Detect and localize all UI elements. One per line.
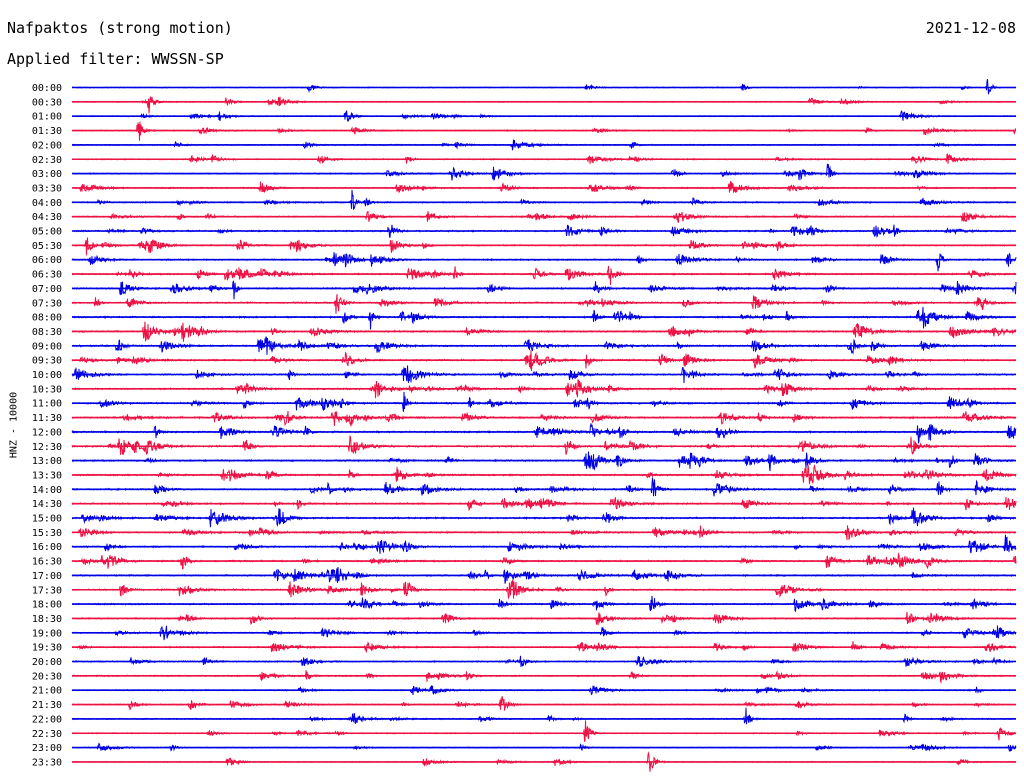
time-tick-label: 17:00	[32, 571, 62, 582]
time-tick-label: 04:00	[32, 198, 62, 209]
seismogram-trace	[71, 189, 1017, 210]
time-tick-label: 11:00	[32, 399, 62, 410]
time-tick-label: 06:00	[32, 255, 62, 266]
time-tick-label: 05:00	[32, 227, 62, 238]
time-tick-label: 18:00	[32, 600, 62, 611]
time-tick-label: 03:00	[32, 169, 62, 180]
seismogram-trace	[71, 280, 1017, 300]
time-tick-label: 08:00	[32, 313, 62, 324]
seismogram-trace	[71, 411, 1017, 427]
y-axis-label: HNZ - 10000	[8, 391, 20, 459]
time-tick-label: 05:30	[32, 241, 62, 252]
seismogram-trace	[71, 534, 1017, 554]
seismogram-trace	[71, 294, 1017, 314]
time-tick-label: 13:00	[32, 456, 62, 467]
seismogram-trace	[71, 707, 1017, 725]
date-label: 2021-12-08	[925, 19, 1016, 37]
time-tick-label: 01:00	[32, 112, 62, 123]
time-tick-label: 18:30	[32, 614, 62, 625]
time-tick-label: 16:30	[32, 557, 62, 568]
filter-label: Applied filter: WWSSN-SP	[7, 50, 224, 68]
time-tick-label: 00:00	[32, 83, 62, 94]
seismogram-trace	[71, 252, 1017, 272]
seismogram-trace	[71, 477, 1017, 497]
time-tick-label: 16:00	[32, 542, 62, 553]
seismogram-trace	[71, 96, 1017, 114]
time-tick-label: 12:30	[32, 442, 62, 453]
seismogram-trace	[71, 306, 1017, 330]
time-tick-label: 22:00	[32, 714, 62, 725]
seismogram-trace	[71, 163, 1017, 181]
time-tick-label: 09:30	[32, 356, 62, 367]
time-tick-label: 20:00	[32, 657, 62, 668]
time-tick-label: 21:30	[32, 700, 62, 711]
time-tick-label: 11:30	[32, 413, 62, 424]
time-tick-label: 23:00	[32, 743, 62, 754]
seismogram-trace	[71, 237, 1017, 256]
time-tick-label: 04:30	[32, 212, 62, 223]
time-tick-label: 14:30	[32, 499, 62, 510]
time-tick-label: 09:00	[32, 341, 62, 352]
time-tick-label: 06:30	[32, 270, 62, 281]
seismogram-trace	[71, 265, 1017, 285]
time-tick-label: 02:00	[32, 140, 62, 151]
time-tick-label: 15:00	[32, 514, 62, 525]
time-tick-label: 01:30	[32, 126, 62, 137]
time-tick-label: 07:30	[32, 298, 62, 309]
time-tick-label: 19:30	[32, 643, 62, 654]
time-tick-label: 03:30	[32, 183, 62, 194]
time-tick-label: 12:00	[32, 427, 62, 438]
time-tick-label: 13:30	[32, 470, 62, 481]
time-tick-label: 00:30	[32, 97, 62, 108]
seismogram-trace	[71, 720, 1017, 743]
time-tick-label: 15:30	[32, 528, 62, 539]
time-tick-label: 21:00	[32, 686, 62, 697]
time-tick-label: 14:00	[32, 485, 62, 496]
seismogram-trace	[71, 696, 1017, 711]
time-tick-label: 19:00	[32, 628, 62, 639]
time-tick-label: 07:00	[32, 284, 62, 295]
time-tick-label: 10:30	[32, 384, 62, 395]
time-tick-label: 20:30	[32, 671, 62, 682]
time-tick-label: 10:00	[32, 370, 62, 381]
time-tick-label: 08:30	[32, 327, 62, 338]
seismogram-trace	[71, 181, 1017, 194]
time-tick-label: 22:30	[32, 729, 62, 740]
time-tick-label: 23:30	[32, 757, 62, 768]
time-tick-label: 02:30	[32, 155, 62, 166]
seismogram-trace	[71, 391, 1017, 412]
time-tick-label: 17:30	[32, 585, 62, 596]
seismogram-trace	[71, 422, 1017, 444]
station-title: Nafpaktos (strong motion)	[7, 19, 233, 37]
